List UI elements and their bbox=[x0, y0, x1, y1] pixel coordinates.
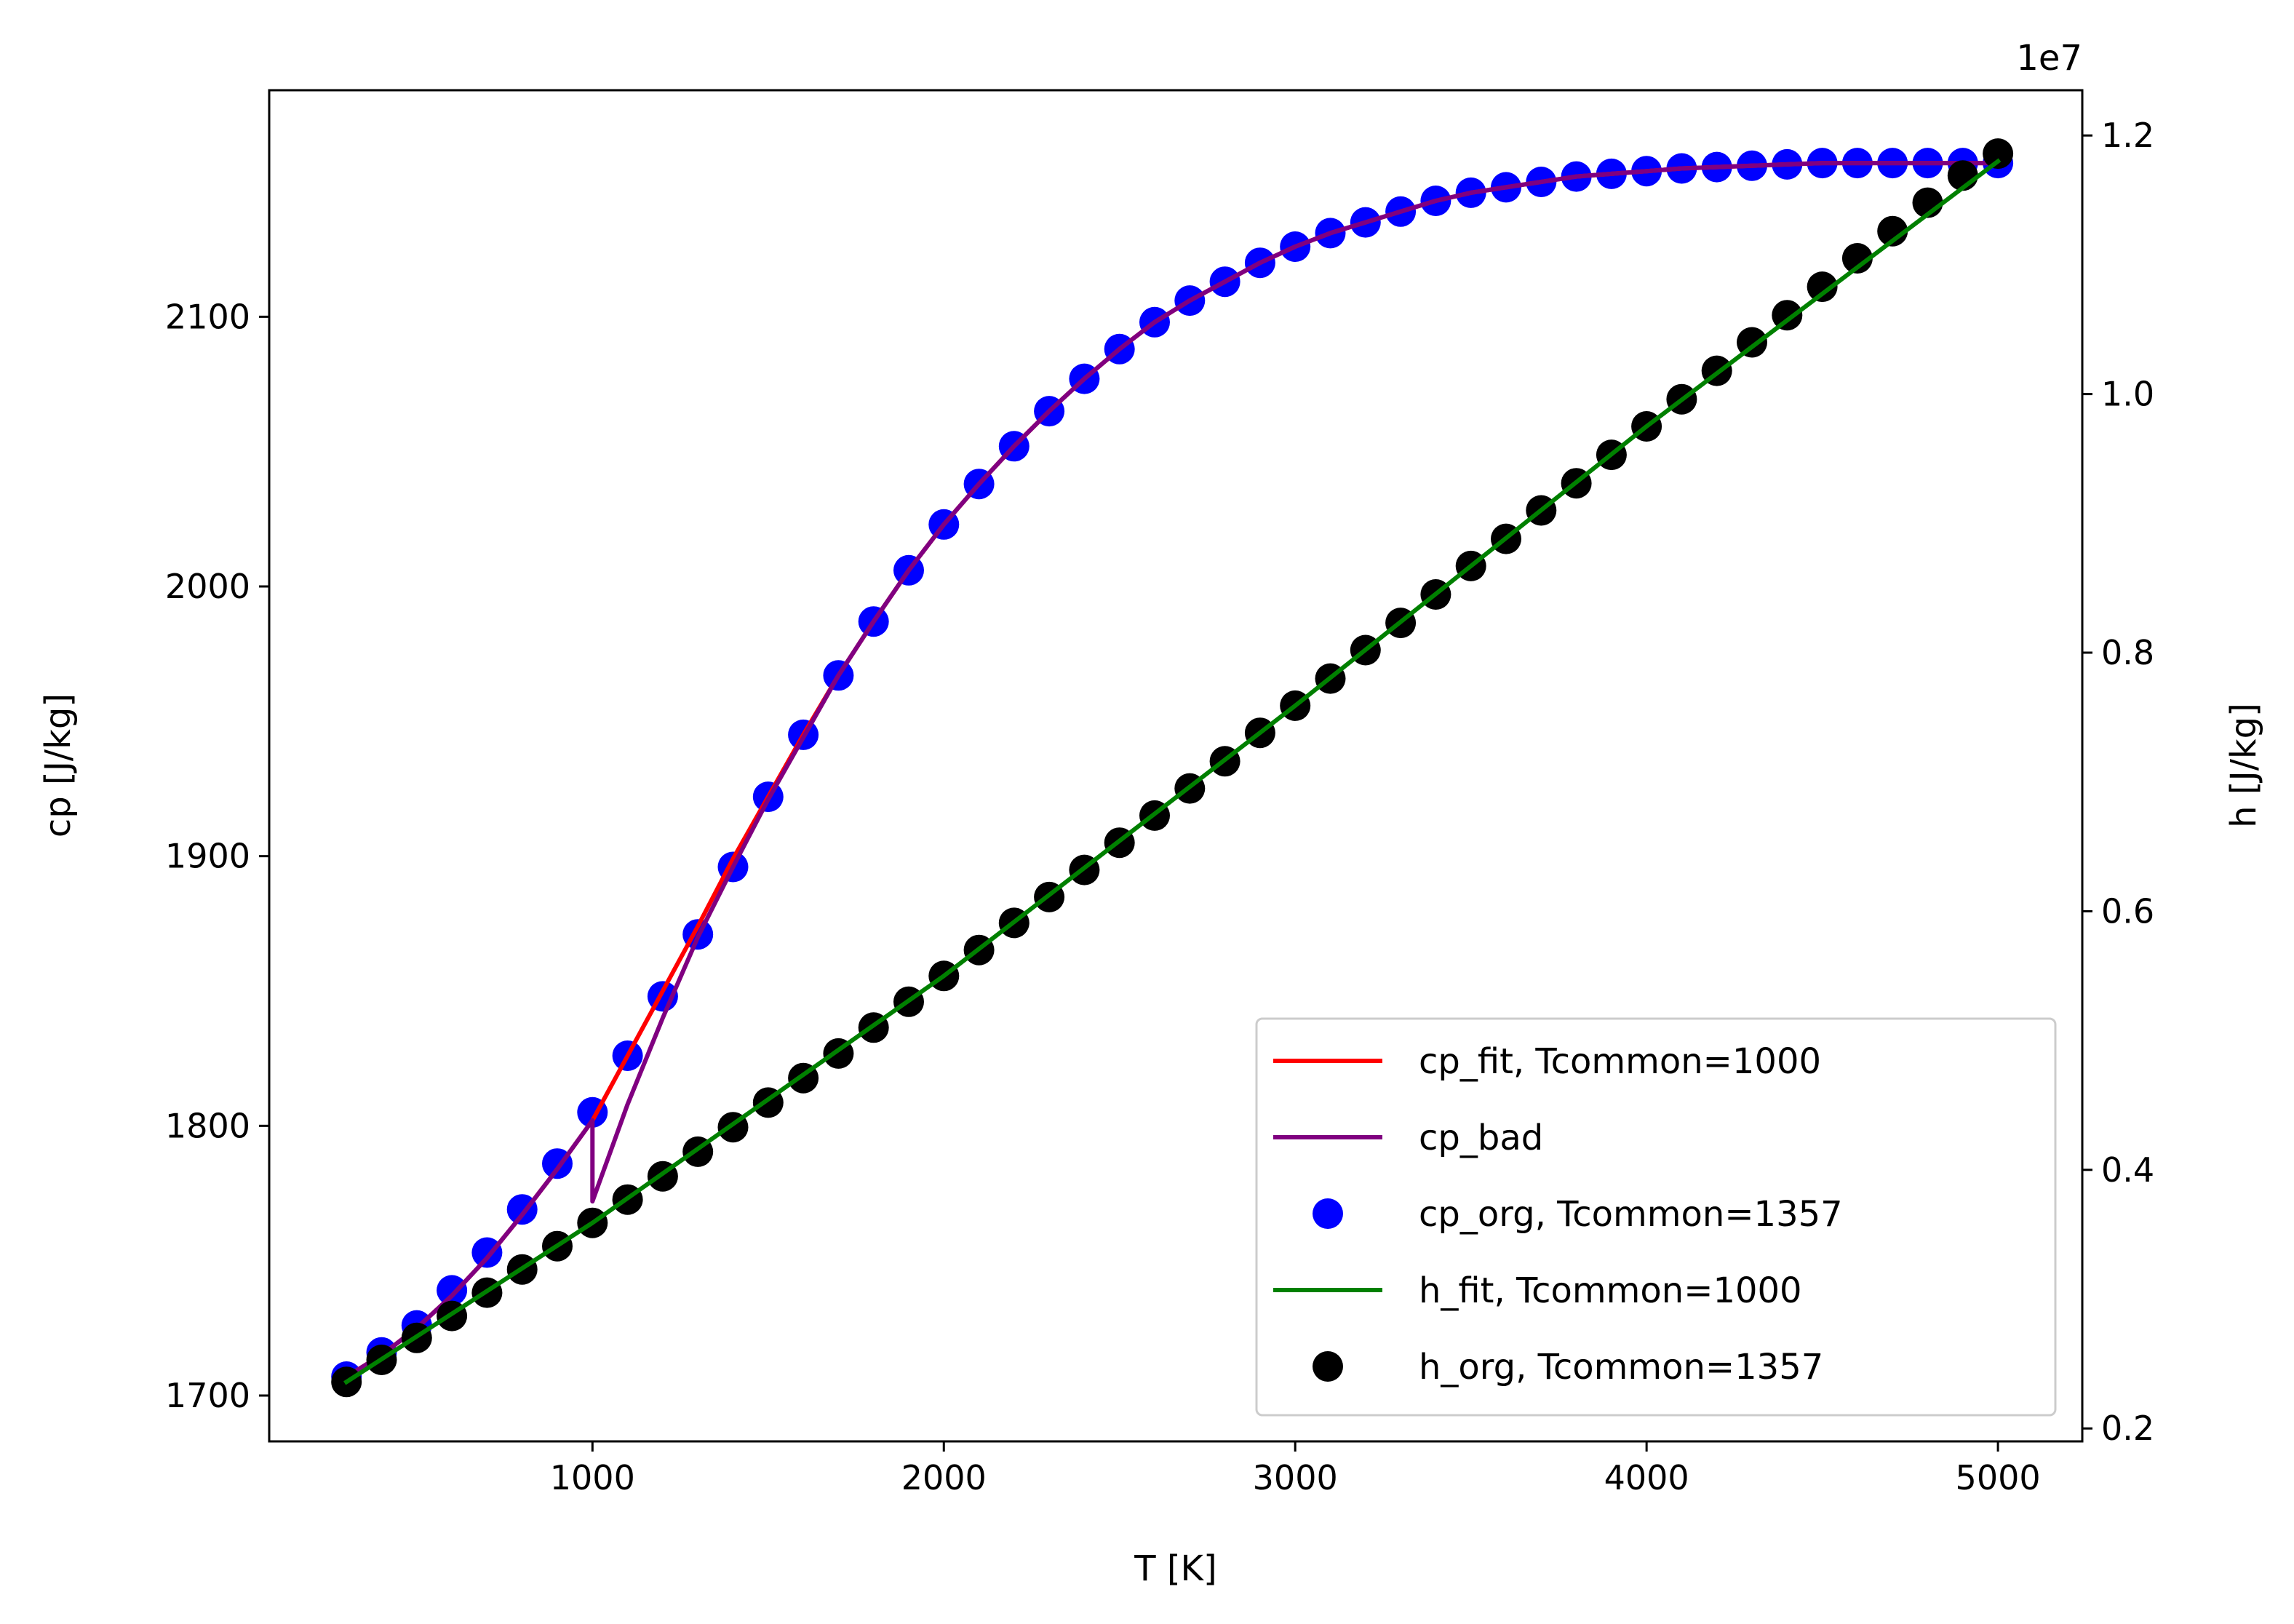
y-tick-label: 2100 bbox=[165, 297, 250, 336]
plot-frame bbox=[268, 89, 2084, 1443]
legend-handle-cp_org bbox=[1313, 1198, 1343, 1229]
y-tick-label: 1900 bbox=[165, 837, 250, 876]
cp-org-point bbox=[437, 1275, 468, 1306]
h-org-point bbox=[1841, 243, 1873, 274]
y2-tick-label: 1.2 bbox=[2101, 116, 2154, 155]
y2-offset-text: 1e7 bbox=[2016, 38, 2082, 79]
legend-label-h_org: h_org, Tcommon=1357 bbox=[1419, 1347, 1823, 1388]
y-tick-label: 2000 bbox=[165, 567, 250, 606]
y2-tick-label: 0.4 bbox=[2101, 1150, 2154, 1190]
x-axis-ticks: 1000 2000 3000 4000 5000 bbox=[550, 1441, 2041, 1497]
h-org-point bbox=[1807, 271, 1838, 303]
y2-tick-label: 0.8 bbox=[2101, 633, 2154, 672]
x-tick-label: 4000 bbox=[1604, 1458, 1689, 1497]
y2-tick-label: 0.2 bbox=[2101, 1409, 2154, 1448]
y-axis-ticks: 1700 1800 1900 2000 2100 bbox=[165, 297, 269, 1415]
y2-axis-ticks: 0.2 0.4 0.6 0.8 1.0 1.2 bbox=[2082, 116, 2154, 1448]
x-tick-label: 1000 bbox=[550, 1458, 635, 1497]
legend-label-cp_bad: cp_bad bbox=[1419, 1118, 1543, 1158]
y-axis-label: cp [J/kg] bbox=[38, 693, 79, 837]
legend-label-h_fit: h_fit, Tcommon=1000 bbox=[1419, 1270, 1802, 1311]
y2-tick-label: 0.6 bbox=[2101, 891, 2154, 931]
legend-label-cp_fit: cp_fit, Tcommon=1000 bbox=[1419, 1041, 1821, 1082]
x-axis-label: T [K] bbox=[1134, 1548, 1217, 1589]
series-layer bbox=[331, 138, 2014, 1398]
legend-frame bbox=[1255, 1017, 2057, 1417]
x-tick-label: 5000 bbox=[1956, 1458, 2041, 1497]
x-tick-label: 3000 bbox=[1253, 1458, 1338, 1497]
legend-label-cp_org: cp_org, Tcommon=1357 bbox=[1419, 1194, 1843, 1235]
h-org-point bbox=[1983, 138, 2014, 170]
cp-org-point bbox=[471, 1237, 503, 1268]
y-tick-label: 1700 bbox=[165, 1376, 250, 1415]
y-tick-label: 1800 bbox=[165, 1106, 250, 1145]
h-org-point bbox=[1877, 215, 1908, 247]
y2-axis-label: h [J/kg] bbox=[2223, 703, 2264, 828]
x-tick-label: 2000 bbox=[901, 1458, 987, 1497]
h-org-point bbox=[1772, 300, 1803, 331]
y2-tick-label: 1.0 bbox=[2101, 375, 2154, 414]
legend-handle-h_org bbox=[1313, 1351, 1343, 1382]
legend: cp_fit, Tcommon=1000 cp_bad cp_org, Tcommo… bbox=[1255, 1017, 2057, 1417]
h-fit-line bbox=[343, 158, 2002, 1385]
cp-bad-line bbox=[343, 161, 2001, 1380]
